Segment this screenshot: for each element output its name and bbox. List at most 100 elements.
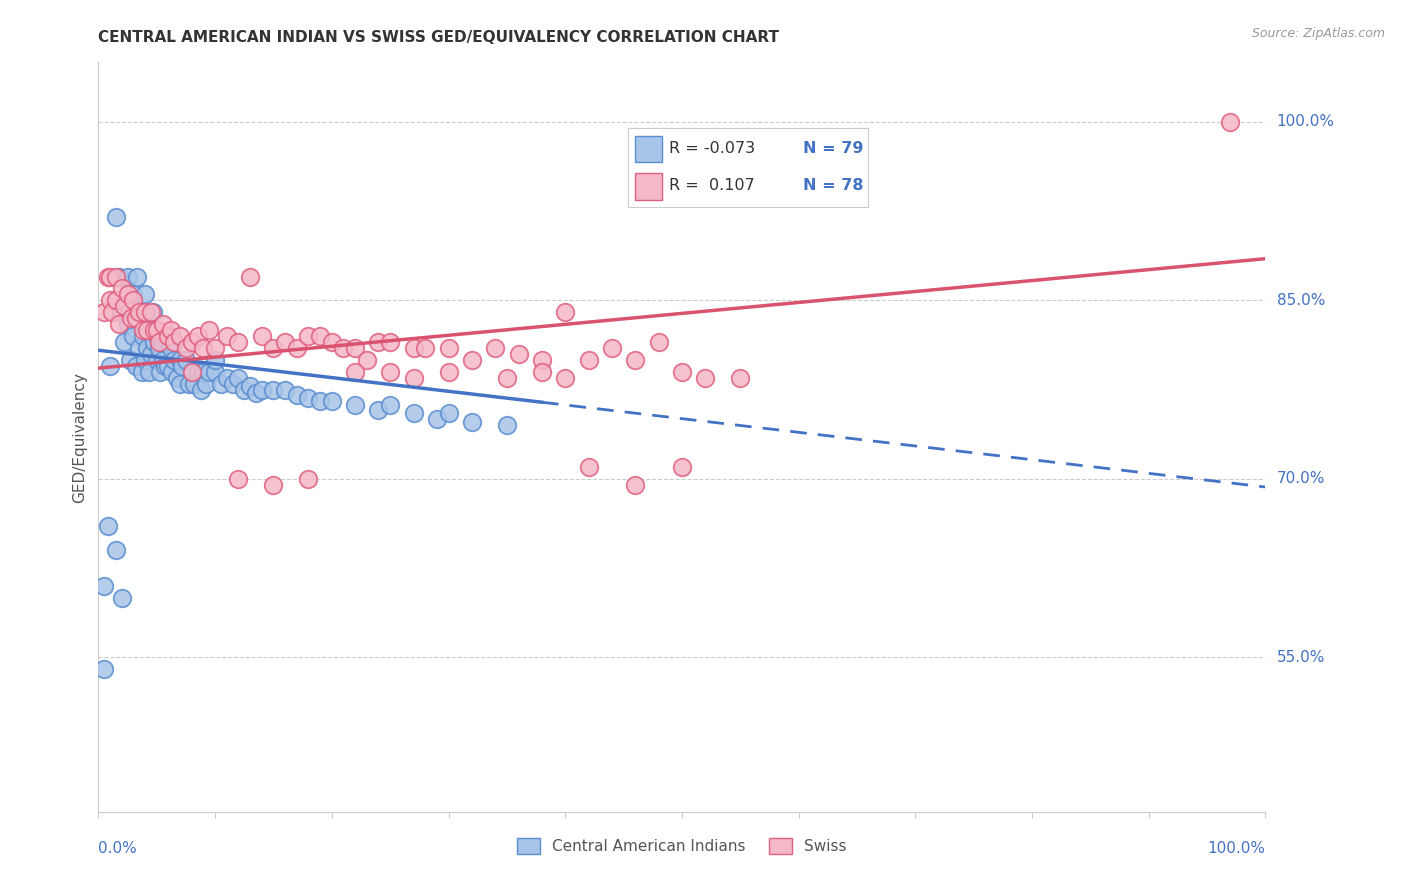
Point xyxy=(131,365,153,379)
Point xyxy=(262,477,284,491)
Point xyxy=(228,334,250,349)
Point xyxy=(671,459,693,474)
Point xyxy=(1219,115,1241,129)
Point xyxy=(183,376,205,391)
Point xyxy=(97,519,120,533)
Point xyxy=(530,365,553,379)
Point xyxy=(117,269,139,284)
Point xyxy=(142,305,165,319)
Point xyxy=(157,334,180,349)
Point xyxy=(153,359,176,373)
Point xyxy=(125,359,148,373)
Point xyxy=(146,329,169,343)
Point xyxy=(484,341,506,355)
Point xyxy=(190,383,212,397)
Point xyxy=(149,365,172,379)
Point xyxy=(402,341,425,355)
Point xyxy=(193,365,215,379)
Point xyxy=(111,591,134,605)
Point xyxy=(600,341,623,355)
Point xyxy=(647,334,669,349)
Y-axis label: GED/Equivalency: GED/Equivalency xyxy=(72,372,87,502)
Point xyxy=(112,334,135,349)
Point xyxy=(108,269,131,284)
Point xyxy=(174,341,197,355)
Point xyxy=(128,311,150,326)
Point xyxy=(402,406,425,420)
Point xyxy=(125,269,148,284)
Point xyxy=(128,341,150,355)
Point xyxy=(128,305,150,319)
Point xyxy=(356,352,378,367)
Legend: Central American Indians, Swiss: Central American Indians, Swiss xyxy=(512,832,852,860)
Point xyxy=(104,293,127,308)
Point xyxy=(228,472,250,486)
Point xyxy=(554,370,576,384)
Point xyxy=(157,329,180,343)
Point xyxy=(159,323,181,337)
Point xyxy=(98,269,121,284)
Text: 100.0%: 100.0% xyxy=(1277,114,1334,129)
Point xyxy=(117,287,139,301)
Point xyxy=(180,365,202,379)
Point xyxy=(139,323,162,337)
Point xyxy=(285,341,308,355)
Point xyxy=(104,543,127,558)
Point xyxy=(187,329,209,343)
Point xyxy=(134,287,156,301)
Point xyxy=(93,305,115,319)
Point xyxy=(111,281,134,295)
Point xyxy=(104,210,127,224)
Point xyxy=(180,334,202,349)
Text: 0.0%: 0.0% xyxy=(98,841,138,856)
Point xyxy=(297,329,319,343)
Point xyxy=(380,398,402,412)
Point xyxy=(98,359,121,373)
Point xyxy=(367,334,389,349)
Point xyxy=(118,352,141,367)
Point xyxy=(172,359,194,373)
Point xyxy=(122,293,145,308)
Point xyxy=(97,269,120,284)
Point xyxy=(122,329,145,343)
Point xyxy=(578,352,600,367)
Point xyxy=(297,472,319,486)
Point xyxy=(204,365,226,379)
Point xyxy=(143,323,166,337)
Point xyxy=(136,323,159,337)
Point xyxy=(193,341,215,355)
Text: N = 79: N = 79 xyxy=(803,141,863,156)
Point xyxy=(309,394,332,409)
Point xyxy=(101,305,124,319)
Point xyxy=(262,341,284,355)
Point xyxy=(413,341,436,355)
Text: 55.0%: 55.0% xyxy=(1277,649,1324,665)
Point xyxy=(187,365,209,379)
Point xyxy=(530,352,553,367)
FancyBboxPatch shape xyxy=(636,173,661,200)
Point xyxy=(228,370,250,384)
Point xyxy=(671,365,693,379)
Point xyxy=(239,269,262,284)
Point xyxy=(134,352,156,367)
Point xyxy=(146,352,169,367)
Point xyxy=(159,341,181,355)
Point xyxy=(132,323,155,337)
Point xyxy=(437,365,460,379)
Point xyxy=(122,287,145,301)
Point xyxy=(139,305,162,319)
Point xyxy=(437,341,460,355)
Point xyxy=(180,365,202,379)
Point xyxy=(132,329,155,343)
Point xyxy=(139,347,162,361)
Point xyxy=(160,365,183,379)
Point xyxy=(367,402,389,417)
Point xyxy=(321,334,343,349)
Point xyxy=(437,406,460,420)
Point xyxy=(152,352,174,367)
Point xyxy=(157,359,180,373)
Text: N = 78: N = 78 xyxy=(803,178,863,194)
Point xyxy=(204,341,226,355)
Point xyxy=(111,305,134,319)
Point xyxy=(250,329,273,343)
